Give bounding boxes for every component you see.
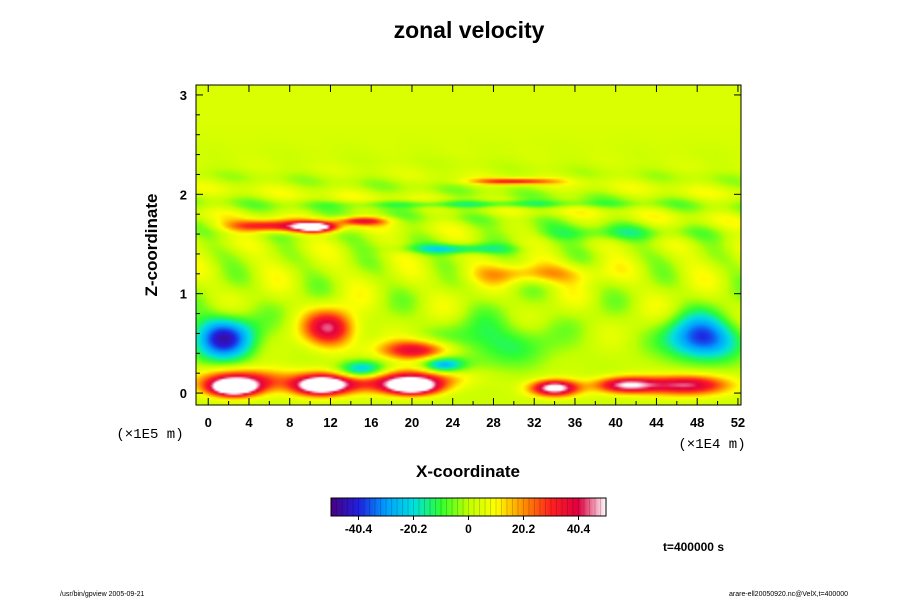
x-tick-label: 44 bbox=[649, 415, 664, 430]
x-tick-label: 28 bbox=[486, 415, 500, 430]
x-tick-label: 12 bbox=[323, 415, 337, 430]
colorbar-tick-label: -40.4 bbox=[345, 522, 373, 536]
footer-left: /usr/bin/gpview 2005-09-21 bbox=[60, 591, 145, 598]
x-tick-label: 40 bbox=[608, 415, 622, 430]
time-label: t=400000 s bbox=[663, 540, 724, 554]
y-axis-title: Z-coordinate bbox=[142, 194, 161, 297]
plot-frame bbox=[195, 84, 742, 406]
colorbar-tick-label: 20.2 bbox=[512, 522, 536, 536]
colorbar-tick-label: 40.4 bbox=[567, 522, 591, 536]
x-tick-label: 48 bbox=[690, 415, 704, 430]
footer-right: arare-ell20050920.nc@VelX,t=400000 bbox=[729, 591, 848, 598]
y-axis: 0 1 2 3 bbox=[180, 88, 741, 401]
x-tick-label: 16 bbox=[364, 415, 378, 430]
colorbar: -40.4 -20.2 0 20.2 40.4 bbox=[330, 497, 607, 536]
heatmap-area bbox=[196, 85, 741, 405]
x-tick-label: 24 bbox=[445, 415, 460, 430]
x-tick-label: 20 bbox=[405, 415, 419, 430]
x-axis-title: X-coordinate bbox=[416, 462, 520, 481]
y-tick-label: 2 bbox=[180, 187, 187, 202]
heatmap-image bbox=[196, 85, 741, 405]
y-tick-label: 0 bbox=[180, 386, 187, 401]
y-tick-label: 3 bbox=[180, 88, 187, 103]
x-tick-label: 32 bbox=[527, 415, 541, 430]
x-tick-label: 4 bbox=[245, 415, 253, 430]
x-tick-label: 52 bbox=[731, 415, 745, 430]
colorbar-gradient bbox=[331, 498, 606, 516]
colorbar-tick-label: 0 bbox=[465, 522, 472, 536]
y-scale-label: (×1E5 m) bbox=[116, 427, 183, 443]
colorbar-tick-label: -20.2 bbox=[400, 522, 428, 536]
x-tick-label: 8 bbox=[286, 415, 293, 430]
x-tick-label: 0 bbox=[205, 415, 212, 430]
colorbar-ticks: -40.4 -20.2 0 20.2 40.4 bbox=[330, 498, 607, 536]
chart-title: zonal velocity bbox=[394, 17, 545, 43]
x-scale-label: (×1E4 m) bbox=[678, 437, 745, 453]
x-tick-label: 36 bbox=[568, 415, 582, 430]
x-axis: 0 4 8 12 16 20 24 28 32 36 40 44 48 52 bbox=[205, 85, 745, 430]
y-tick-label: 1 bbox=[180, 287, 187, 302]
